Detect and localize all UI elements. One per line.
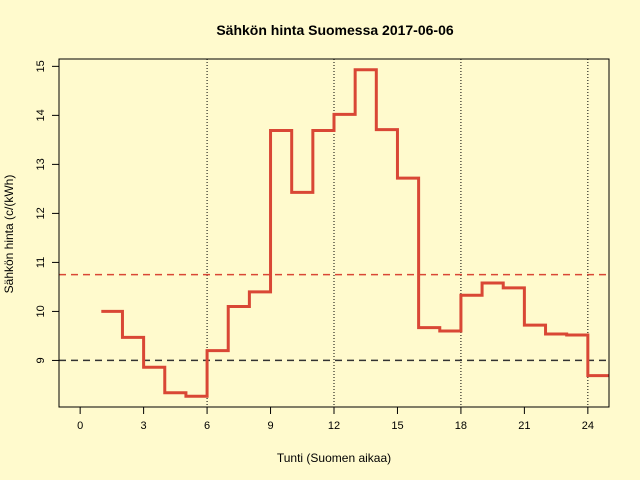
y-tick-label-10: 10 <box>35 305 47 317</box>
x-tick-label-21: 21 <box>518 420 530 432</box>
x-tick-label-18: 18 <box>455 420 467 432</box>
x-tick-label-24: 24 <box>582 420 594 432</box>
x-tick-label-6: 6 <box>204 420 210 432</box>
y-axis-label: Sähkön hinta (c/(kWh) <box>2 175 16 294</box>
y-tick-label-11: 11 <box>35 257 47 268</box>
x-tick-label-9: 9 <box>267 420 273 432</box>
y-tick-label-12: 12 <box>35 207 47 219</box>
x-tick-label-3: 3 <box>141 420 147 432</box>
y-tick-label-15: 15 <box>35 60 47 72</box>
y-tick-label-14: 14 <box>35 109 47 121</box>
y-tick-label-13: 13 <box>35 158 47 170</box>
price-series-line <box>101 68 609 398</box>
x-tick-label-15: 15 <box>391 420 403 432</box>
x-tick-label-12: 12 <box>328 420 340 432</box>
chart-title: Sähkön hinta Suomessa 2017-06-06 <box>216 22 454 38</box>
x-axis-label: Tunti (Suomen aikaa) <box>277 451 391 465</box>
x-tick-label-0: 0 <box>77 420 83 432</box>
y-tick-label-9: 9 <box>35 357 47 363</box>
